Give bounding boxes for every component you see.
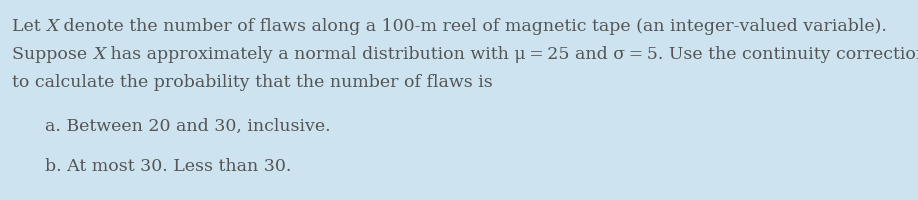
Text: to calculate the probability that the number of flaws is: to calculate the probability that the nu…	[12, 74, 493, 91]
Text: b. At most 30. Less than 30.: b. At most 30. Less than 30.	[45, 158, 291, 175]
Text: denote the number of flaws along a 100-m reel of magnetic tape (an integer-value: denote the number of flaws along a 100-m…	[59, 18, 888, 35]
Text: a. Between 20 and 30, inclusive.: a. Between 20 and 30, inclusive.	[45, 118, 330, 135]
Text: X: X	[93, 46, 105, 63]
Text: X: X	[46, 18, 59, 35]
Text: Suppose: Suppose	[12, 46, 93, 63]
Text: Let: Let	[12, 18, 46, 35]
Text: has approximately a normal distribution with μ = 25 and σ = 5. Use the continuit: has approximately a normal distribution …	[105, 46, 918, 63]
